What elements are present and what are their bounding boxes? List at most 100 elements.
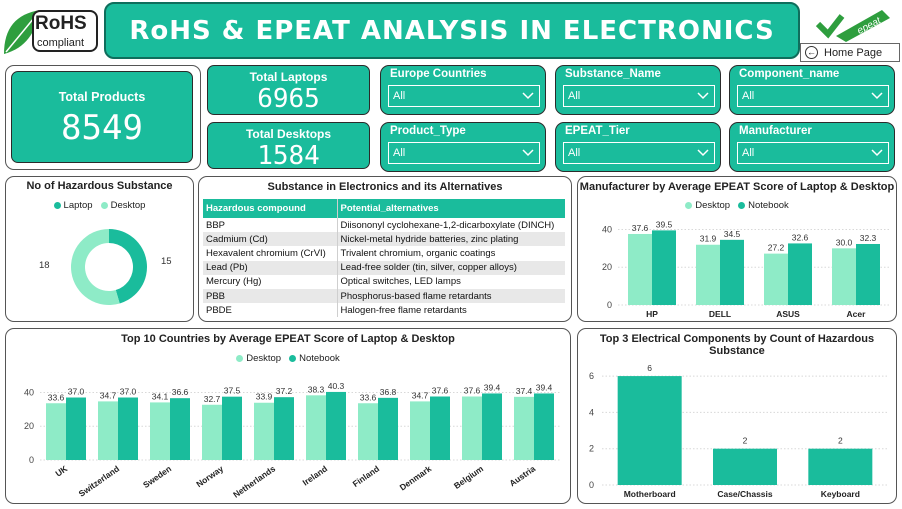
data-label: 31.9	[700, 234, 717, 244]
slicer-dropdown[interactable]: All	[737, 85, 889, 107]
bar-desktop-belgium[interactable]	[462, 396, 482, 460]
table-row[interactable]: Cadmium (Cd) Nickel-metal hydride batteri…	[203, 232, 565, 247]
rohs-text: RoHS	[35, 13, 87, 34]
manufacturer-chart-panel: Manufacturer by Average EPEAT Score of L…	[577, 176, 897, 322]
bar-notebook-norway[interactable]	[222, 396, 242, 460]
bar-desktop-hp[interactable]	[628, 233, 652, 305]
slicer-dropdown[interactable]: All	[388, 142, 540, 164]
bar-notebook-netherlands[interactable]	[274, 397, 294, 460]
chevron-down-icon	[871, 149, 883, 157]
bar-desktop-denmark[interactable]	[410, 401, 430, 460]
bar-notebook-denmark[interactable]	[430, 396, 450, 460]
data-label: 38.3	[308, 384, 325, 394]
slicer-epeat-tier[interactable]: EPEAT_Tier All	[555, 122, 721, 172]
column-header[interactable]: Hazardous compound	[203, 199, 338, 218]
bar-desktop-netherlands[interactable]	[254, 402, 274, 460]
bar-case-chassis[interactable]	[713, 448, 777, 485]
data-label: 40.3	[328, 381, 345, 391]
bar-notebook-dell[interactable]	[720, 239, 744, 305]
bar-notebook-sweden[interactable]	[170, 398, 190, 460]
total-desktops-value: 1584	[257, 141, 320, 171]
slicer-label: Product_Type	[390, 125, 466, 137]
legend-item-desktop: Desktop	[685, 200, 730, 211]
bar-notebook-belgium[interactable]	[482, 393, 502, 460]
bar-notebook-asus[interactable]	[788, 243, 812, 305]
page-title-bar: RoHS & EPEAT ANALYSIS IN ELECTRONICS	[104, 2, 800, 59]
bar-notebook-uk[interactable]	[66, 397, 86, 460]
bar-motherboard[interactable]	[617, 376, 682, 485]
total-products-value: 8549	[61, 108, 143, 148]
y-tick-label: 6	[589, 371, 594, 381]
x-tick-label: Norway	[194, 463, 225, 489]
substance-table-panel: Substance in Electronics and its Alterna…	[198, 176, 572, 322]
slicer-label: EPEAT_Tier	[565, 125, 630, 137]
table-cell: Diisononyl cyclohexane-1,2-dicarboxylate…	[340, 219, 555, 231]
bar-notebook-austria[interactable]	[534, 393, 554, 460]
x-tick-label: Motherboard	[624, 489, 676, 499]
manufacturer-bar-chart[interactable]: 0 20 40 37.6 39.5 HP 31.9 34.5 DELL 27.2 32.6 ASUS 3…	[578, 177, 898, 323]
table-row[interactable]: Hexavalent chromium (CrVI) Trivalent chro…	[203, 246, 565, 261]
x-tick-label: Denmark	[398, 463, 434, 492]
slicer-dropdown[interactable]: All	[737, 142, 889, 164]
table-row[interactable]: Mercury (Hg) Optical switches, LED lamps	[203, 274, 565, 289]
slicer-manufacturer[interactable]: Manufacturer All	[729, 122, 895, 172]
data-label: 27.2	[768, 243, 785, 253]
slicer-label: Substance_Name	[565, 68, 661, 80]
bar-desktop-uk[interactable]	[46, 403, 66, 460]
x-tick-label: Switzerland	[77, 463, 121, 498]
table-cell: Mercury (Hg)	[203, 274, 338, 289]
slicer-value: All	[393, 147, 406, 159]
y-tick-label: 2	[589, 444, 594, 454]
table-row[interactable]: PBB Phosphorus-based flame retardants	[203, 288, 565, 304]
y-tick-label: 40	[24, 387, 34, 397]
donut-label-laptop: 15	[161, 256, 172, 267]
substance-table[interactable]: Hazardous compound Potential_alternative…	[203, 199, 565, 318]
slicer-component-name[interactable]: Component_name All	[729, 65, 895, 115]
slicer-product-type[interactable]: Product_Type All	[380, 122, 546, 172]
slicer-europe-countries[interactable]: Europe Countries All	[380, 65, 546, 115]
components-bar-chart[interactable]: 0 2 4 6 6 Motherboard 2 Case/Chassis 2 Keyboard	[578, 329, 898, 505]
x-tick-label: Sweden	[141, 463, 173, 490]
slicer-value: All	[568, 90, 581, 102]
data-label: 37.6	[464, 385, 481, 395]
table-row[interactable]: Lead (Pb) Lead-free solder (tin, silver, …	[203, 260, 565, 275]
slicer-dropdown[interactable]: All	[563, 142, 715, 164]
bar-notebook-ireland[interactable]	[326, 391, 346, 460]
table-cell: Trivalent chromium, organic coatings	[340, 247, 496, 259]
column-header[interactable]: Potential_alternatives	[337, 199, 565, 218]
donut-legend: Laptop Desktop	[6, 200, 193, 211]
donut-title: No of Hazardous Substance	[26, 180, 173, 192]
bar-notebook-hp[interactable]	[652, 230, 676, 305]
slicer-substance-name[interactable]: Substance_Name All	[555, 65, 721, 115]
slicer-dropdown[interactable]: All	[563, 85, 715, 107]
bar-notebook-finland[interactable]	[378, 397, 398, 460]
home-page-label: Home Page	[824, 46, 883, 59]
bar-keyboard[interactable]	[808, 448, 873, 485]
donut-slice-laptop[interactable]	[109, 229, 147, 304]
data-label: 36.8	[380, 387, 397, 397]
bar-desktop-switzerland[interactable]	[98, 401, 118, 460]
table-cell: Cadmium (Cd)	[203, 232, 338, 247]
data-label: 37.6	[432, 385, 449, 395]
table-row[interactable]: BBP Diisononyl cyclohexane-1,2-dicarboxyl…	[203, 218, 565, 233]
bar-notebook-switzerland[interactable]	[118, 397, 138, 460]
bar-desktop-asus[interactable]	[764, 253, 788, 305]
bar-notebook-acer[interactable]	[856, 243, 880, 305]
bar-desktop-finland[interactable]	[358, 403, 378, 460]
table-row[interactable]: PBDE Halogen-free flame retardants	[203, 303, 565, 318]
y-tick-label: 4	[589, 407, 594, 417]
home-page-button[interactable]: ← Home Page	[800, 43, 900, 62]
bar-desktop-acer[interactable]	[832, 248, 856, 305]
bar-desktop-norway[interactable]	[202, 404, 222, 460]
bar-desktop-dell[interactable]	[696, 244, 720, 305]
total-products-card: Total Products 8549	[5, 65, 201, 170]
bar-desktop-ireland[interactable]	[306, 395, 326, 460]
slicer-label: Manufacturer	[739, 125, 812, 137]
slicer-dropdown[interactable]: All	[388, 85, 540, 107]
bar-desktop-sweden[interactable]	[150, 402, 170, 460]
bar-desktop-austria[interactable]	[514, 396, 534, 460]
donut-slice-desktop[interactable]	[70, 229, 120, 305]
table-cell: Optical switches, LED lamps	[340, 276, 461, 288]
